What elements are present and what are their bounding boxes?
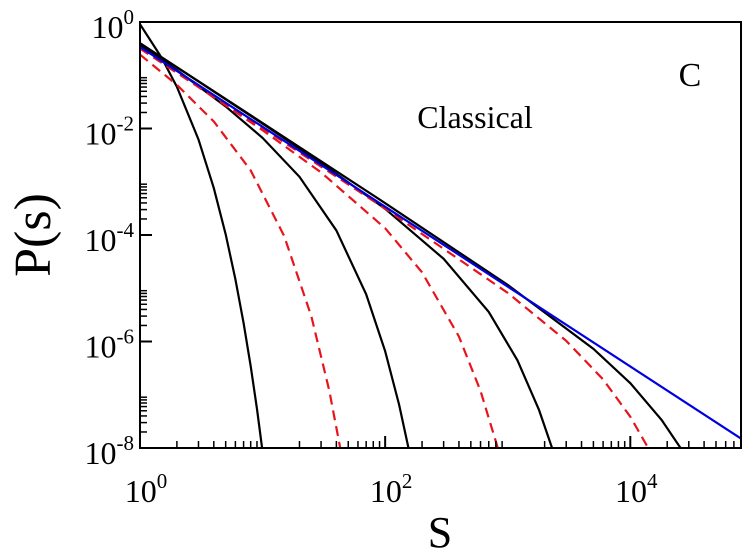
tick-label: 100 (125, 469, 168, 509)
x-axis-label: S (428, 508, 452, 550)
tick-exponent: -8 (117, 431, 135, 455)
tick-exponent: -2 (117, 112, 135, 136)
series-line (140, 42, 682, 448)
tick-base: 10 (92, 9, 124, 45)
tick-exponent: 0 (124, 5, 135, 29)
tick-label: 100 (92, 5, 135, 45)
tick-base: 10 (85, 329, 117, 365)
series-line (140, 43, 410, 448)
tick-base: 10 (85, 435, 117, 471)
tick-label: 104 (615, 469, 658, 509)
series-line (140, 47, 499, 448)
series-line (140, 23, 264, 448)
tick-exponent: 2 (402, 469, 413, 493)
tick-base: 10 (370, 473, 402, 509)
tick-label: 10-6 (85, 325, 135, 365)
plot-area (140, 23, 741, 448)
series-line (140, 46, 741, 440)
panel-label: C (679, 57, 702, 94)
y-axis-label: P(s) (5, 193, 62, 277)
tick-label: 102 (370, 469, 413, 509)
series-line (140, 53, 342, 448)
tick-base: 10 (85, 116, 117, 152)
series-line (140, 47, 650, 448)
tick-base: 10 (125, 473, 157, 509)
tick-label: 10-8 (85, 431, 135, 471)
tick-label: 10-2 (85, 112, 135, 152)
tick-exponent: 4 (647, 469, 658, 493)
tick-base: 10 (615, 473, 647, 509)
tick-label: 10-4 (85, 218, 135, 258)
annotation: Classical (417, 99, 533, 135)
plot-frame (139, 21, 742, 449)
tick-base: 10 (85, 222, 117, 258)
tick-exponent: -6 (117, 325, 135, 349)
tick-exponent: 0 (157, 469, 168, 493)
tick-exponent: -4 (117, 218, 135, 242)
